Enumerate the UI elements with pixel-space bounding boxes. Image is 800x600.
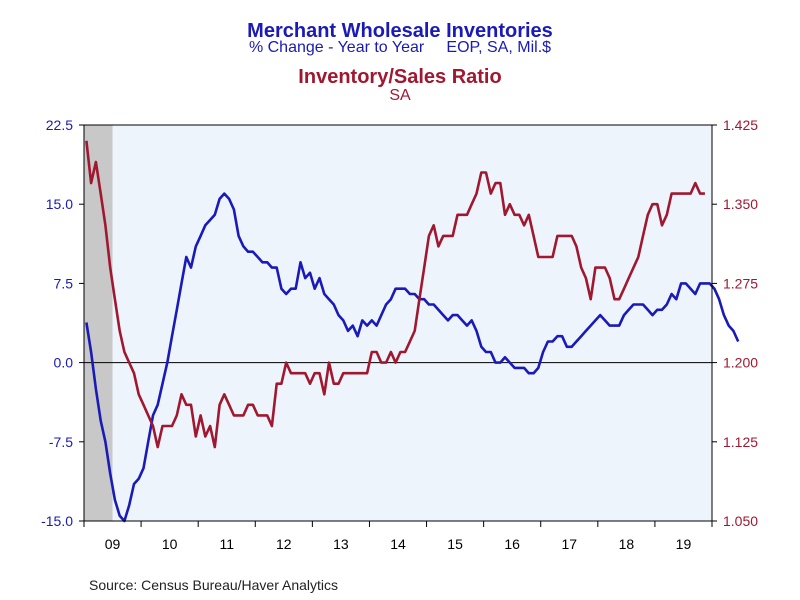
plot-frame xyxy=(83,124,713,522)
inventory-sales-ratio-line xyxy=(85,140,705,449)
x-axis-tick-label: 16 xyxy=(504,536,520,552)
right-axis-tick-label: 1.275 xyxy=(723,275,758,291)
left-axis-tick-label: 15.0 xyxy=(46,196,73,212)
x-axis-tick-label: 11 xyxy=(219,536,234,552)
left-axis-tick-label: -7.5 xyxy=(49,434,73,450)
right-axis-tick-label: 1.050 xyxy=(723,513,758,529)
right-axis-tick-label: 1.125 xyxy=(723,434,758,450)
left-axis-tick-label: 0.0 xyxy=(54,355,74,371)
right-axis-tick-label: 1.350 xyxy=(723,196,758,212)
x-axis-tick-label: 15 xyxy=(447,536,463,552)
x-axis-tick-label: 10 xyxy=(162,536,178,552)
left-axis-tick-label: -15.0 xyxy=(41,513,73,529)
x-axis-tick-label: 19 xyxy=(676,536,692,552)
right-series-title: Inventory/Sales Ratio xyxy=(298,66,502,88)
x-axis-tick-label: 18 xyxy=(619,536,635,552)
x-axis-tick-label: 14 xyxy=(390,536,406,552)
source-note: Source: Census Bureau/Haver Analytics xyxy=(89,577,339,593)
x-axis-tick-label: 13 xyxy=(333,536,349,552)
right-axis-tick-label: 1.200 xyxy=(723,355,758,371)
x-axis-tick-label: 12 xyxy=(276,536,292,552)
left-axis-tick-label: 22.5 xyxy=(46,117,73,133)
left-axis-tick-label: 7.5 xyxy=(54,275,74,291)
x-axis-tick-label: 09 xyxy=(105,536,121,552)
right-axis-tick-label: 1.425 xyxy=(723,117,758,133)
chart-subtitle: % Change - Year to Year EOP, SA, Mil.$ xyxy=(248,39,552,56)
x-axis-tick-label: 17 xyxy=(561,536,577,552)
chart-title: Merchant Wholesale Inventories xyxy=(247,20,553,42)
plot-area xyxy=(84,125,712,521)
right-series-subtitle: SA xyxy=(389,87,411,104)
inventories-yoy-line xyxy=(85,192,740,523)
